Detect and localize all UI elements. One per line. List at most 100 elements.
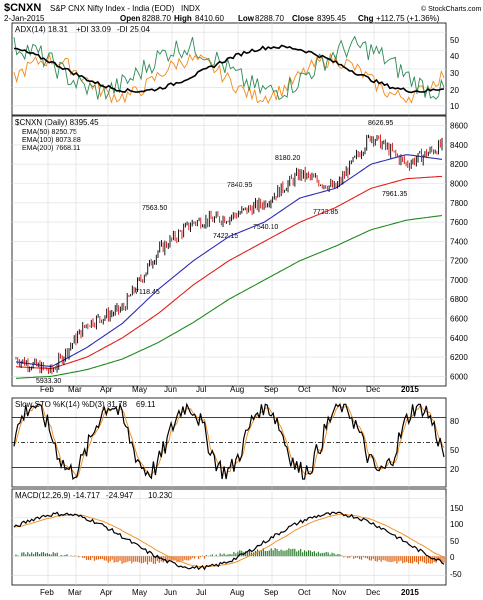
x-axis-label-mid: 2015 (401, 385, 419, 394)
low-label: Low (238, 14, 255, 23)
macd-y-axis: 150 100 50 0 -50 (450, 504, 464, 579)
sto-k-line (13, 402, 445, 480)
price-tick: 7200 (450, 257, 468, 266)
chg-label: Chg (358, 14, 374, 23)
price-tick: 8600 (450, 122, 468, 131)
ema50-label: EMA(50) 8250.75 (22, 129, 77, 136)
low-value: 8288.70 (255, 14, 284, 23)
x-axis-label-mid: Nov (332, 385, 346, 394)
close-value: 8395.45 (317, 14, 346, 23)
x-axis-label-mid: Sep (264, 385, 279, 394)
x-axis-label-bottom: Aug (230, 588, 244, 597)
x-axis-label-bottom: Dec (366, 588, 380, 597)
macd-line (13, 511, 445, 571)
x-axis-label-bottom: 2015 (401, 588, 419, 597)
sto-tick: 20 (450, 465, 459, 474)
price-annotation: 7840.95 (227, 182, 252, 189)
x-axis-label-mid: Aug (230, 385, 244, 394)
adx-tick: 50 (450, 36, 459, 45)
adx-tick: 30 (450, 69, 459, 78)
macd-signal-line (13, 513, 445, 568)
x-axis-label-bottom: Nov (332, 588, 346, 597)
price-tick: 7600 (450, 218, 468, 227)
sto-tick: 80 (450, 417, 459, 426)
high-label: High (174, 14, 192, 23)
price-annotation: 7540.10 (253, 224, 278, 231)
index-name: S&P CNX Nifty Index - India (EOD) (50, 4, 175, 13)
exchange-label: INDX (181, 4, 201, 13)
price-tick: 6000 (450, 372, 468, 381)
watermark: © StockCharts.com (421, 5, 482, 13)
adx-tick: 10 (450, 102, 459, 111)
sto-label: Slow STO %K(14) %D(3) 81.78 (15, 400, 127, 409)
price-panel (11, 115, 447, 387)
price-tick: 6200 (450, 353, 468, 362)
x-axis-label-bottom: Oct (298, 588, 311, 597)
price-y-axis: 8600 8400 8200 8000 7800 7600 7400 7200 7000 6800… (450, 122, 468, 382)
price-annotation: 7961.35 (382, 191, 407, 198)
price-tick: 7000 (450, 276, 468, 285)
high-value: 8410.60 (195, 14, 224, 23)
minus-di-label: -DI 25.04 (117, 25, 150, 34)
adx-tick: 40 (450, 52, 459, 61)
adx-y-axis: 50 40 30 20 10 (450, 36, 459, 111)
x-axis-label-mid: Oct (298, 385, 311, 394)
x-axis-label-mid: Jun (164, 385, 177, 394)
adx-tick: 20 (450, 86, 459, 95)
ema100-line (15, 175, 443, 370)
x-axis-label-bottom: Jun (164, 588, 177, 597)
x-axis-label-bottom: Mar (68, 588, 82, 597)
x-axis-label-bottom: Feb (40, 588, 54, 597)
sto-tick: 50 (450, 446, 459, 455)
x-axis-label-bottom: Apr (100, 588, 113, 597)
plus-di-label: +DI 33.09 (76, 25, 111, 34)
x-axis: Feb Feb Mar Mar Apr Apr May May Jun Jun Jul Jul Aug A… (40, 385, 419, 597)
price-annotation: 8626.95 (368, 120, 393, 127)
price-annotations: 5933.30 7118.45 7563.50 7422.15 7540.10 … (36, 120, 407, 385)
macd-tick: 50 (450, 537, 459, 546)
open-label: Open (120, 14, 141, 23)
price-tick: 6400 (450, 334, 468, 343)
macd-tick: 0 (450, 553, 455, 562)
x-axis-label-bottom: Sep (264, 588, 279, 597)
x-axis-label-mid: Feb (40, 385, 54, 394)
macd-signal-label: -24.947 (106, 491, 134, 500)
price-tick: 8200 (450, 160, 468, 169)
x-axis-label-mid: Jul (196, 385, 206, 394)
x-axis-label-mid: Mar (68, 385, 82, 394)
close-label: Close (292, 14, 314, 23)
quote-date: 2-Jan-2015 (4, 14, 45, 23)
ema50-line (15, 154, 443, 368)
symbol-title: $CNXN (4, 2, 41, 14)
price-tick: 8000 (450, 180, 468, 189)
x-axis-label-mid: Dec (366, 385, 380, 394)
price-tick: 8400 (450, 141, 468, 150)
price-tick: 6800 (450, 295, 468, 304)
ema100-label: EMA(100) 8073.88 (22, 137, 81, 144)
adx-line (13, 44, 445, 94)
price-label: $CNXN (Daily) 8395.45 (15, 118, 99, 127)
price-tick: 7800 (450, 199, 468, 208)
x-axis-label-mid: May (132, 385, 147, 394)
ema200-line (15, 214, 443, 379)
sto-d-label: 69.11 (136, 400, 156, 409)
x-axis-label-bottom: Jul (196, 588, 206, 597)
sto-y-axis: 80 50 20 (450, 417, 459, 474)
price-annotation: 7723.85 (313, 209, 338, 216)
price-tick: 7400 (450, 237, 468, 246)
price-annotation: 7563.50 (142, 205, 167, 212)
macd-label: MACD(12,26,9) -14.717 (15, 491, 100, 500)
price-annotation: 7422.15 (213, 233, 238, 240)
price-annotation: 7118.45 (135, 289, 160, 296)
macd-tick: 100 (450, 520, 464, 529)
price-annotation: 5933.30 (36, 378, 61, 385)
price-annotation: 8180.20 (275, 155, 300, 162)
adx-label: ADX(14) 18.31 (15, 25, 68, 34)
macd-tick: 150 (450, 504, 464, 513)
x-axis-label-bottom: May (132, 588, 147, 597)
chart-marks (12, 23, 446, 585)
x-axis-label-mid: Apr (100, 385, 113, 394)
chg-value: +112.75 (+1.36%) (376, 14, 440, 23)
